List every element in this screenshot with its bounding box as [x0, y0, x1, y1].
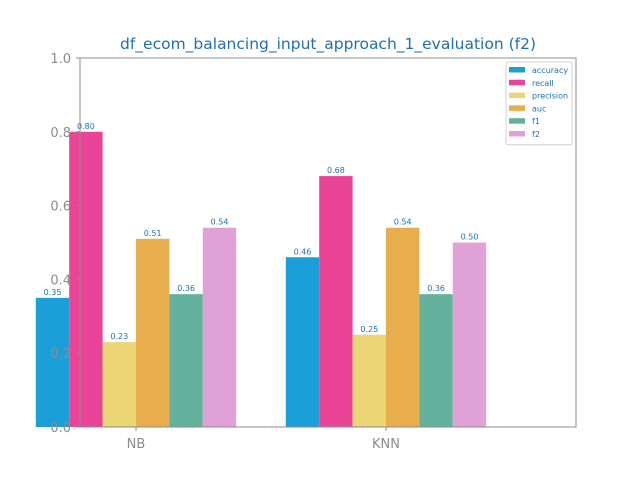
data-label-f2-knn: 0.50: [461, 233, 479, 242]
data-label-f2-nb: 0.54: [211, 218, 229, 227]
legend-swatch-auc: [509, 105, 525, 111]
y-tick-label: 0.0: [50, 421, 71, 436]
x-tick-label-nb: NB: [127, 437, 146, 452]
legend-label-auc: auc: [532, 104, 546, 113]
legend-swatch-accuracy: [509, 67, 525, 73]
data-label-f1-nb: 0.36: [177, 284, 195, 293]
data-label-auc-knn: 0.54: [394, 218, 412, 227]
bar-f1-nb: [169, 294, 203, 427]
legend-label-recall: recall: [532, 79, 554, 88]
legend-label-f2: f2: [532, 130, 540, 139]
legend-label-precision: precision: [532, 92, 568, 101]
legend-swatch-precision: [509, 92, 525, 99]
data-label-precision-knn: 0.25: [360, 325, 378, 334]
bar-auc-nb: [136, 238, 170, 427]
data-label-recall-knn: 0.68: [327, 166, 345, 175]
data-label-accuracy-knn: 0.46: [294, 247, 312, 256]
bar-precision-nb: [102, 342, 136, 427]
y-tick-label: 1.0: [50, 52, 71, 67]
bar-accuracy-nb: [35, 297, 70, 427]
bar-precision-knn: [352, 334, 386, 427]
legend-swatch-f2: [509, 131, 525, 137]
plot-frame: [79, 57, 577, 428]
legend-label-accuracy: accuracy: [532, 66, 568, 75]
bar-f2-nb: [202, 227, 237, 427]
data-label-f1-knn: 0.36: [427, 284, 445, 293]
y-tick-label: 0.2: [50, 347, 71, 362]
bar-recall-knn: [319, 176, 353, 427]
data-label-precision-nb: 0.23: [110, 332, 128, 341]
bar-f1-knn: [419, 294, 453, 427]
y-tick-label: 0.4: [50, 273, 71, 288]
chart-title: df_ecom_balancing_input_approach_1_evalu…: [120, 35, 536, 54]
y-tick-label: 0.6: [50, 200, 71, 215]
legend-swatch-recall: [509, 79, 525, 86]
x-tick-label-knn: KNN: [372, 437, 400, 452]
legend-swatch-f1: [509, 118, 525, 124]
data-label-auc-nb: 0.51: [144, 229, 162, 238]
data-label-accuracy-nb: 0.35: [44, 288, 62, 297]
plot-area: 0.35 0.46 0.80 0.68 0.23 0.25 0.51 0.54 0.36 0.36…: [35, 52, 577, 452]
legend-label-f1: f1: [532, 117, 540, 126]
y-tick-label: 0.8: [50, 126, 71, 141]
bar-accuracy-knn: [285, 257, 320, 427]
bar-recall-nb: [69, 131, 103, 428]
bar-f2-knn: [452, 242, 487, 427]
data-label-recall-nb: 0.80: [77, 122, 95, 131]
bar-auc-knn: [386, 227, 420, 427]
